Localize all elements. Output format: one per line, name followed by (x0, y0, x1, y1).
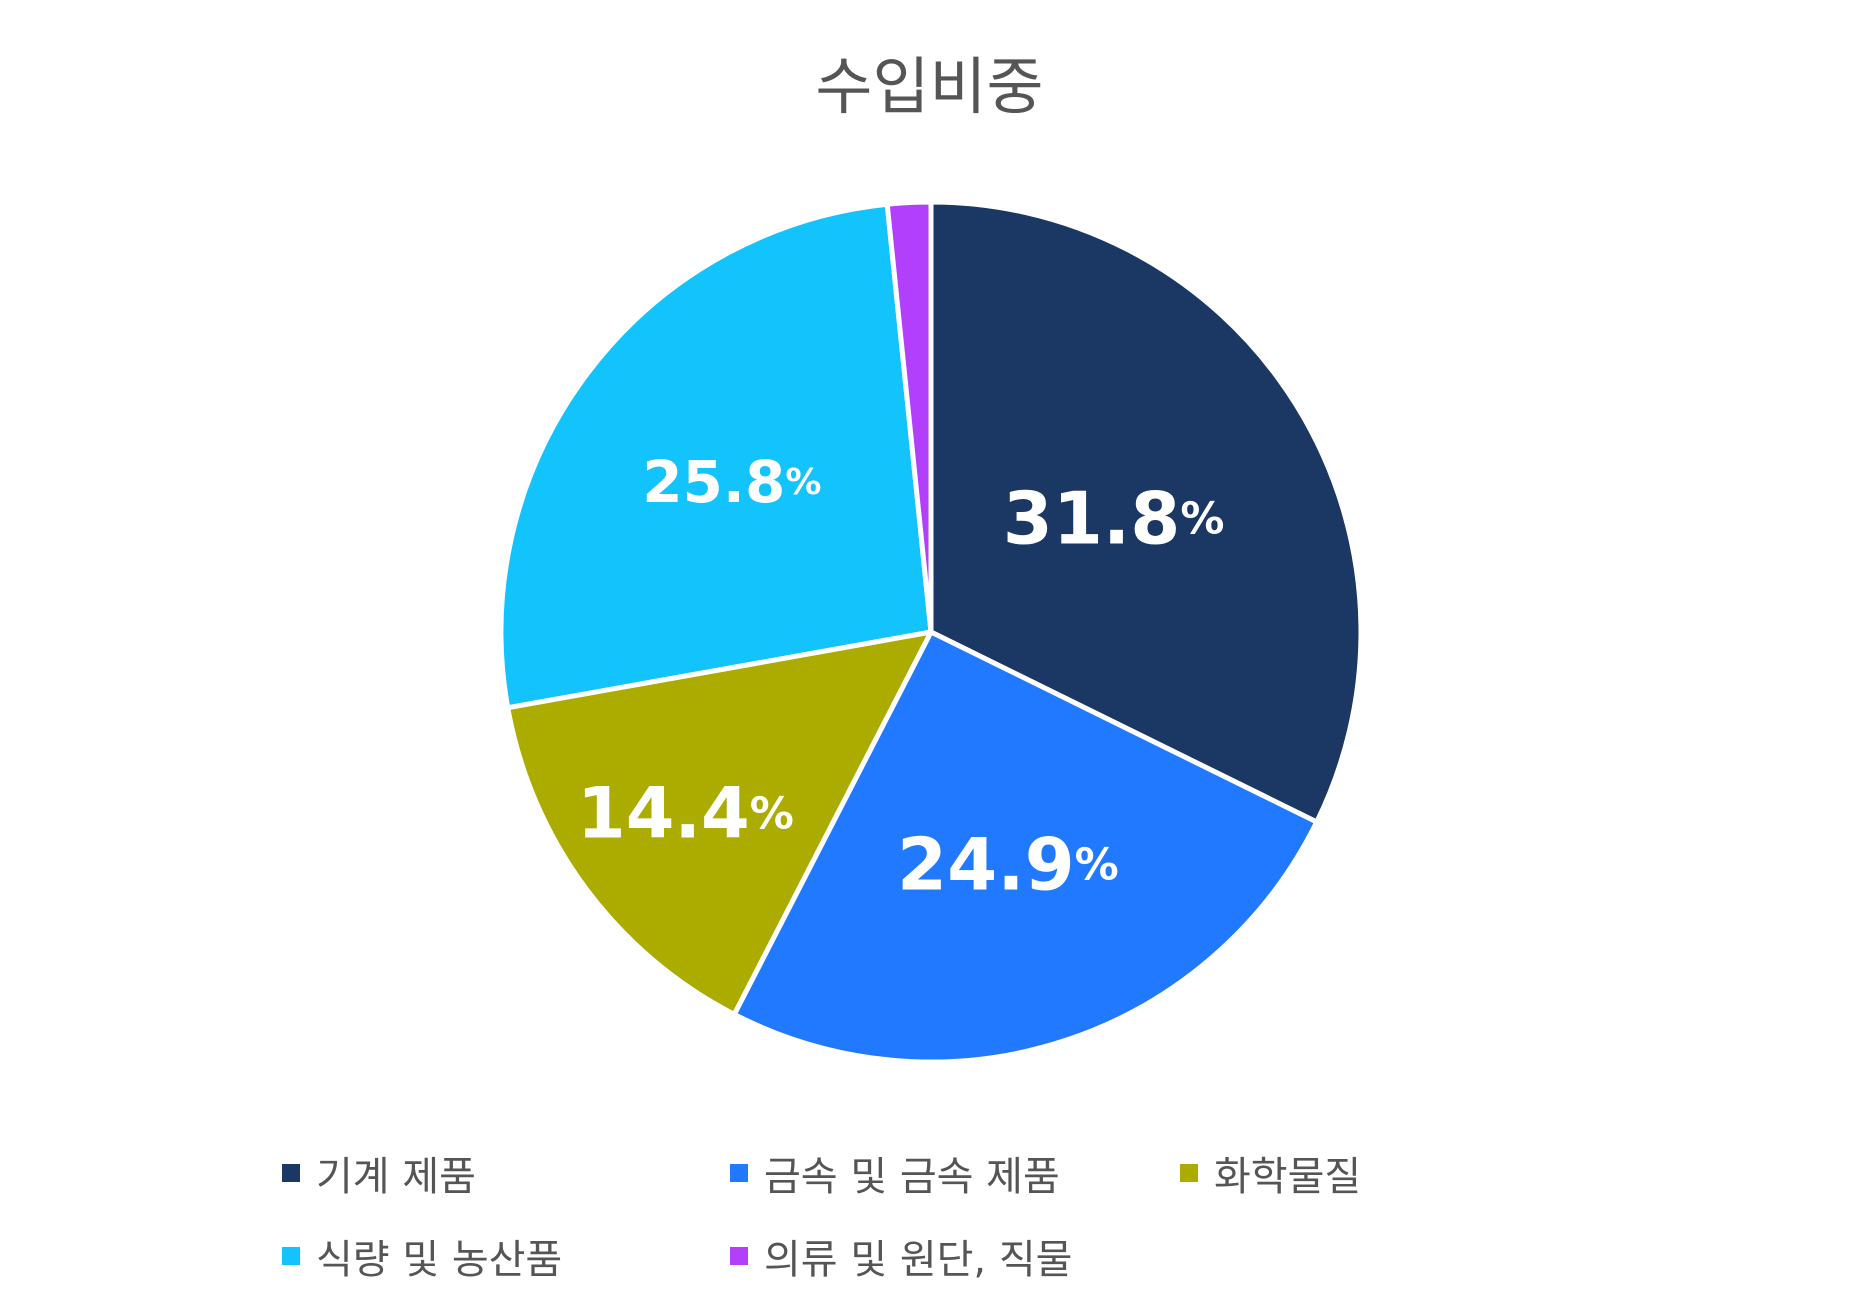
pie-slices (498, 199, 1364, 1065)
slice-textiles (884, 199, 934, 635)
slice-metals (731, 629, 1320, 1065)
slice-food (498, 201, 934, 711)
data-label-machinery: 31.8% (1003, 476, 1225, 560)
data-label-textiles: 1.6% (861, 148, 954, 192)
data-label-metals: 24.9% (897, 823, 1119, 907)
data-label-food: 25.8% (642, 448, 821, 516)
slice-machinery (928, 199, 1364, 825)
pie-data-labels: 31.8% 24.9% 14.4% 25.8% 1.6% (577, 148, 1224, 906)
data-label-chemicals: 14.4% (577, 772, 794, 854)
slice-chemicals (505, 629, 934, 1017)
chart-title: 수입비중 (815, 50, 1044, 123)
